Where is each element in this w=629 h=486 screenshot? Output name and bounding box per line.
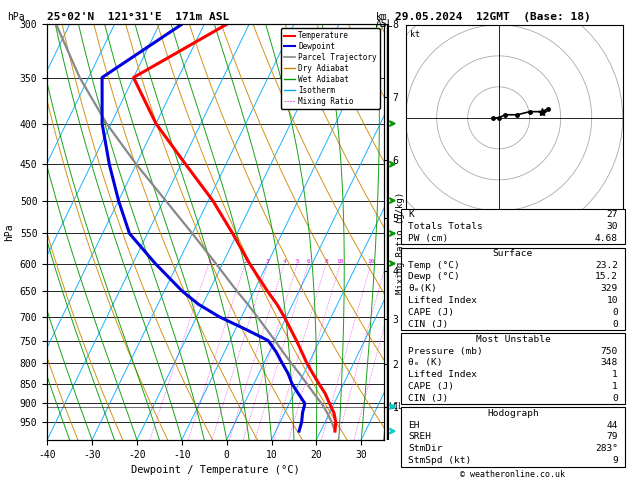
Text: 283°: 283° [595, 444, 618, 453]
Bar [401, 407, 625, 467]
Text: LCL: LCL [388, 402, 403, 411]
Text: Surface: Surface [493, 249, 533, 258]
Legend: Temperature, Dewpoint, Parcel Trajectory, Dry Adiabat, Wet Adiabat, Isotherm, Mi: Temperature, Dewpoint, Parcel Trajectory… [281, 28, 380, 109]
Text: 6: 6 [306, 259, 310, 263]
Text: 1: 1 [612, 382, 618, 391]
Text: 44: 44 [606, 420, 618, 430]
Text: CAPE (J): CAPE (J) [408, 382, 454, 391]
Text: ASL: ASL [376, 19, 394, 30]
Text: Lifted Index: Lifted Index [408, 296, 477, 305]
Text: 8: 8 [324, 259, 328, 263]
Text: 16: 16 [367, 259, 375, 263]
Text: 4.68: 4.68 [595, 234, 618, 243]
Bar [401, 209, 625, 244]
Text: 750: 750 [601, 347, 618, 356]
Text: 348: 348 [601, 358, 618, 367]
Text: 2: 2 [243, 259, 247, 263]
Bar [401, 247, 625, 330]
Text: Totals Totals: Totals Totals [408, 222, 482, 231]
Text: 0: 0 [612, 320, 618, 329]
Text: Mixing Ratio (g/kg): Mixing Ratio (g/kg) [396, 192, 405, 294]
Text: 25°02'N  121°31'E  171m ASL: 25°02'N 121°31'E 171m ASL [47, 12, 230, 22]
Text: Pressure (mb): Pressure (mb) [408, 347, 482, 356]
Text: K: K [408, 210, 414, 219]
Text: 4: 4 [282, 259, 286, 263]
Text: 329: 329 [601, 284, 618, 294]
Text: θₑ (K): θₑ (K) [408, 358, 442, 367]
Text: 3: 3 [266, 259, 270, 263]
Text: 1: 1 [612, 370, 618, 379]
X-axis label: Dewpoint / Temperature (°C): Dewpoint / Temperature (°C) [131, 465, 300, 475]
Y-axis label: hPa: hPa [4, 223, 14, 241]
Text: 10: 10 [606, 296, 618, 305]
Text: θₑ(K): θₑ(K) [408, 284, 437, 294]
Text: hPa: hPa [8, 12, 25, 22]
Text: StmDir: StmDir [408, 444, 442, 453]
Text: 30: 30 [606, 222, 618, 231]
Text: CAPE (J): CAPE (J) [408, 308, 454, 317]
Text: Most Unstable: Most Unstable [476, 335, 550, 344]
Text: 5: 5 [296, 259, 299, 263]
Text: SREH: SREH [408, 433, 431, 441]
Text: 10: 10 [337, 259, 344, 263]
Text: CIN (J): CIN (J) [408, 394, 448, 403]
Text: Hodograph: Hodograph [487, 409, 539, 418]
Text: 79: 79 [606, 433, 618, 441]
Text: © weatheronline.co.uk: © weatheronline.co.uk [460, 469, 565, 479]
Text: 0: 0 [612, 308, 618, 317]
Text: km: km [376, 12, 388, 22]
Text: Temp (°C): Temp (°C) [408, 260, 460, 270]
Text: CIN (J): CIN (J) [408, 320, 448, 329]
Text: PW (cm): PW (cm) [408, 234, 448, 243]
Text: 1: 1 [207, 259, 211, 263]
Text: 29.05.2024  12GMT  (Base: 18): 29.05.2024 12GMT (Base: 18) [395, 12, 591, 22]
Text: 9: 9 [612, 456, 618, 465]
Text: Lifted Index: Lifted Index [408, 370, 477, 379]
Text: EH: EH [408, 420, 420, 430]
Text: kt: kt [410, 31, 420, 39]
Text: 15.2: 15.2 [595, 273, 618, 281]
Text: 23.2: 23.2 [595, 260, 618, 270]
Text: StmSpd (kt): StmSpd (kt) [408, 456, 471, 465]
Bar [401, 333, 625, 404]
Text: Dewp (°C): Dewp (°C) [408, 273, 460, 281]
Text: 27: 27 [606, 210, 618, 219]
Text: 0: 0 [612, 394, 618, 403]
